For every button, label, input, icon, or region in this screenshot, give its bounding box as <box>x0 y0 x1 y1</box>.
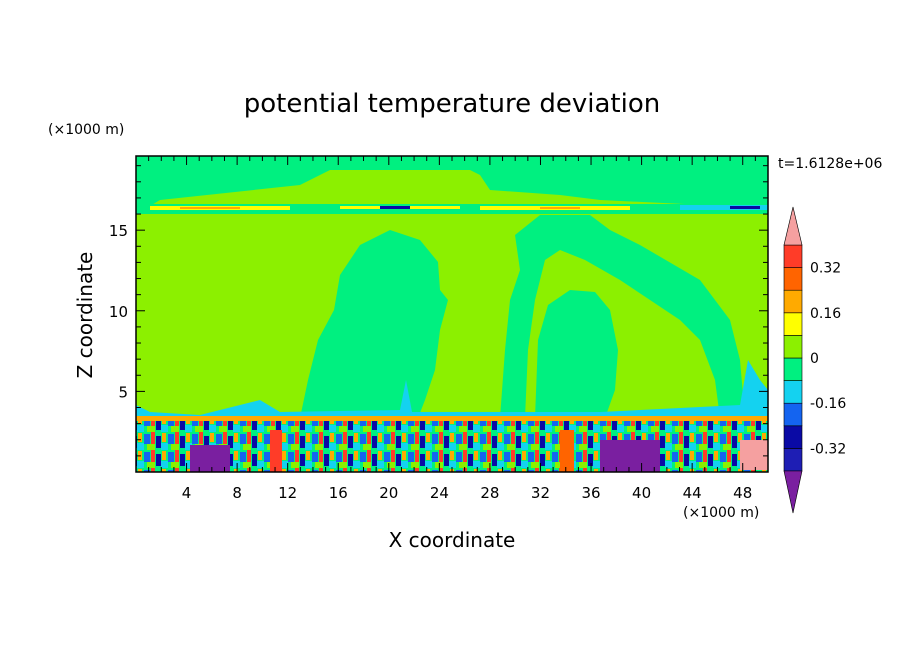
x-tick-label: 48 <box>733 484 752 502</box>
x-tick-label: 12 <box>278 484 297 502</box>
colorbar-label: -0.16 <box>810 396 846 412</box>
band-upper-orange-2 <box>540 207 580 209</box>
plume-left <box>300 230 448 418</box>
band-upper-blue-2 <box>730 206 760 209</box>
boundary-red-1 <box>270 430 282 472</box>
x-tick-label: 4 <box>182 484 192 502</box>
colorbar-segment <box>783 425 803 449</box>
colorbar-segment <box>783 244 803 268</box>
colorbar-label: -0.32 <box>810 441 846 457</box>
band-upper-cyan <box>680 205 768 210</box>
colorbar-segment <box>783 312 803 336</box>
y-unit-label: (×1000 m) <box>48 122 124 138</box>
colorbar-label: 0.16 <box>810 306 841 322</box>
x-tick-label: 24 <box>430 484 449 502</box>
time-label: t=1.6128e+06 <box>778 156 882 172</box>
colorbar-label: 0.32 <box>810 261 841 277</box>
y-axis-ticks: 5 10 15 <box>109 165 768 457</box>
upper-region-negative <box>136 156 768 208</box>
plume-oval <box>535 290 618 418</box>
x-axis-label: X coordinate <box>389 528 516 552</box>
y-tick-label: 10 <box>109 303 128 321</box>
colorbar-segment <box>783 402 803 427</box>
colorbar-segment <box>783 380 803 404</box>
chart-title: potential temperature deviation <box>244 89 660 119</box>
colorbar-segment <box>783 335 803 359</box>
x-tick-label: 16 <box>329 484 348 502</box>
band-upper-orange <box>180 207 240 209</box>
boundary-layer-top <box>136 416 768 421</box>
x-tick-label: 44 <box>683 484 702 502</box>
y-axis-label: Z coordinate <box>73 252 97 379</box>
boundary-purple-1 <box>190 445 230 472</box>
boundary-purple-2 <box>600 440 660 472</box>
x-tick-label: 8 <box>232 484 242 502</box>
colorbar-extend-max <box>783 206 803 246</box>
boundary-layer <box>136 418 768 472</box>
y-tick-label: 5 <box>118 383 128 401</box>
colorbar-segment <box>783 357 803 381</box>
boundary-pink <box>740 440 768 470</box>
x-axis-ticks: 4 8 12 16 20 24 28 32 36 40 44 48 <box>148 156 756 502</box>
colorbar-segment <box>783 267 803 291</box>
x-tick-label: 28 <box>480 484 499 502</box>
boundary-red-2 <box>560 430 574 472</box>
plume-middle <box>500 215 745 418</box>
lower-cyan-patches <box>136 360 768 420</box>
y-tick-label: 15 <box>109 222 128 240</box>
colorbar-segment <box>783 448 803 472</box>
colorbar-segment <box>783 289 803 314</box>
x-tick-label: 36 <box>581 484 600 502</box>
x-unit-label: (×1000 m) <box>683 505 759 521</box>
colorbar-extend-min <box>783 470 803 514</box>
x-tick-label: 32 <box>531 484 550 502</box>
x-tick-label: 20 <box>379 484 398 502</box>
colorbar-label: 0 <box>810 351 819 367</box>
contour-field <box>136 156 768 472</box>
x-tick-label: 40 <box>632 484 651 502</box>
colorbar: 0.32 0.16 0 -0.16 -0.32 <box>783 206 846 514</box>
band-upper-blue <box>380 206 410 209</box>
